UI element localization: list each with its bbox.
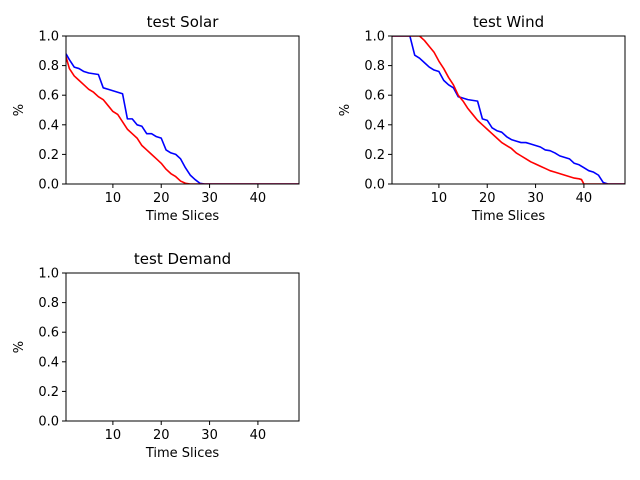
chart-title: test Demand bbox=[134, 250, 231, 268]
y-tick-label: 0.8 bbox=[364, 59, 385, 74]
y-tick-label: 1.0 bbox=[38, 267, 59, 282]
y-tick-label: 0.0 bbox=[38, 178, 59, 193]
y-tick-label: 0.8 bbox=[38, 59, 59, 74]
y-tick-label: 0.6 bbox=[364, 89, 385, 104]
x-tick-label: 10 bbox=[105, 428, 122, 443]
series-line-1 bbox=[392, 36, 625, 184]
y-axis-label: % bbox=[338, 104, 353, 116]
x-tick-label: 30 bbox=[201, 191, 218, 206]
y-tick-label: 0.4 bbox=[38, 118, 59, 133]
y-tick-label: 0.4 bbox=[364, 118, 385, 133]
y-tick-label: 0.2 bbox=[364, 148, 385, 163]
axes-frame bbox=[65, 35, 300, 185]
series-line-1 bbox=[66, 53, 299, 184]
x-tick-label: 40 bbox=[250, 191, 267, 206]
y-tick-label: 0.2 bbox=[38, 385, 59, 400]
chart-title: test Wind bbox=[473, 13, 544, 31]
y-tick-label: 0.0 bbox=[364, 178, 385, 193]
axes-frame bbox=[391, 35, 626, 185]
x-tick-label: 20 bbox=[153, 191, 170, 206]
x-tick-label: 20 bbox=[479, 191, 496, 206]
y-axis-label: % bbox=[12, 104, 27, 116]
y-tick-label: 0.2 bbox=[38, 148, 59, 163]
y-tick-label: 0.8 bbox=[38, 296, 59, 311]
y-tick-label: 1.0 bbox=[364, 30, 385, 45]
x-axis-label: Time Slices bbox=[145, 446, 220, 461]
axes-frame bbox=[65, 272, 300, 422]
series-line-2 bbox=[66, 56, 299, 184]
x-tick-label: 20 bbox=[153, 428, 170, 443]
y-tick-label: 0.0 bbox=[38, 415, 59, 430]
x-tick-label: 40 bbox=[250, 428, 267, 443]
series-line-2 bbox=[392, 36, 625, 184]
y-tick-label: 0.6 bbox=[38, 326, 59, 341]
y-tick-label: 1.0 bbox=[38, 30, 59, 45]
x-axis-label: Time Slices bbox=[471, 209, 546, 224]
chart-panel-1: 10 20 30 40 0.0 0.2 0.4 0.6 0.8 1.0 test Solar Time… bbox=[12, 13, 300, 224]
chart-panel-3: 10 20 30 40 0.0 0.2 0.4 0.6 0.8 1.0 test Demand Tim… bbox=[12, 250, 300, 461]
y-axis-label: % bbox=[12, 341, 27, 353]
x-tick-label: 10 bbox=[105, 191, 122, 206]
x-axis-label: Time Slices bbox=[145, 209, 220, 224]
y-tick-label: 0.4 bbox=[38, 355, 59, 370]
x-tick-label: 30 bbox=[527, 191, 544, 206]
chart-panel-2: 10 20 30 40 0.0 0.2 0.4 0.6 0.8 1.0 test Wind Time … bbox=[338, 13, 626, 224]
x-tick-label: 30 bbox=[201, 428, 218, 443]
chart-title: test Solar bbox=[147, 13, 220, 31]
x-tick-label: 40 bbox=[576, 191, 593, 206]
x-tick-label: 10 bbox=[431, 191, 448, 206]
y-tick-label: 0.6 bbox=[38, 89, 59, 104]
